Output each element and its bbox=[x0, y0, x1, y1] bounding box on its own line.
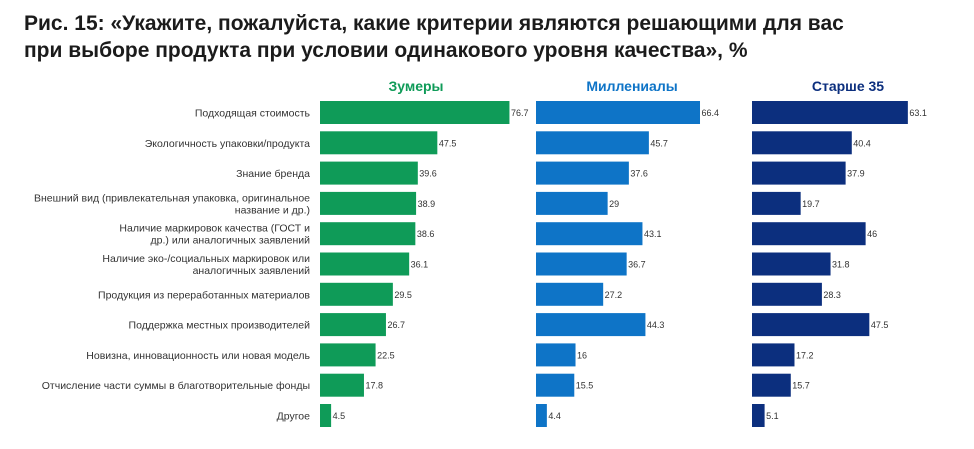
category-label: Новизна, инновационность или новая модел… bbox=[86, 350, 310, 362]
bar bbox=[536, 404, 547, 427]
bar-value-label: 5.1 bbox=[766, 411, 779, 421]
bar-value-label: 29 bbox=[609, 199, 619, 209]
category-label: Экологичность упаковки/продукта bbox=[145, 138, 310, 150]
bar-value-label: 47.5 bbox=[871, 320, 889, 330]
bar bbox=[320, 313, 386, 337]
bar bbox=[320, 404, 332, 427]
bar bbox=[536, 343, 576, 367]
category-label-line: Наличие маркировок качества (ГОСТ и bbox=[119, 223, 310, 235]
bar-value-label: 26.7 bbox=[387, 320, 405, 330]
bar-value-label: 36.7 bbox=[628, 260, 646, 270]
bar-value-label: 40.4 bbox=[853, 138, 871, 148]
bar bbox=[320, 373, 364, 397]
bar-value-label: 4.4 bbox=[548, 411, 561, 421]
chart-title: Рис. 15: «Укажите, пожалуйста, какие кри… bbox=[24, 10, 954, 64]
bar-value-label: 27.2 bbox=[605, 290, 623, 300]
bar-value-label: 16 bbox=[577, 350, 587, 360]
bar-value-label: 22.5 bbox=[377, 350, 395, 360]
bar-value-label: 28.3 bbox=[823, 290, 841, 300]
category-label-line: Подходящая стоимость bbox=[195, 108, 311, 120]
bar-value-label: 45.7 bbox=[650, 138, 668, 148]
bar bbox=[536, 191, 608, 215]
category-label-line: Новизна, инновационность или новая модел… bbox=[86, 350, 310, 362]
category-label-line: Экологичность упаковки/продукта bbox=[145, 138, 310, 150]
category-label-line: Внешний вид (привлекательная упаковка, о… bbox=[34, 192, 310, 204]
category-label-line: Наличие эко-/социальных маркировок или bbox=[102, 253, 310, 265]
bar-value-label: 15.5 bbox=[576, 381, 594, 391]
bar bbox=[320, 222, 416, 246]
bar-value-label: 66.4 bbox=[702, 108, 720, 118]
bar bbox=[320, 131, 438, 155]
bar bbox=[752, 373, 791, 397]
bar-value-label: 15.7 bbox=[792, 381, 810, 391]
bar bbox=[752, 101, 908, 124]
category-label-line: Знание бренда bbox=[236, 168, 310, 180]
category-label-line: Поддержка местных производителей bbox=[129, 320, 311, 332]
category-label: Знание бренда bbox=[236, 168, 310, 180]
category-label-line: название и др.) bbox=[235, 204, 310, 216]
bar bbox=[536, 252, 627, 276]
bar-value-label: 63.1 bbox=[909, 108, 927, 118]
bar-value-label: 43.1 bbox=[644, 229, 662, 239]
bar bbox=[320, 191, 417, 215]
category-label-line: Отчисление части суммы в благотворительн… bbox=[42, 380, 310, 392]
category-label: Отчисление части суммы в благотворительн… bbox=[42, 380, 310, 392]
category-label-line: Другое bbox=[277, 411, 311, 423]
chart-title-line-2: при выборе продукта при условии одинаков… bbox=[24, 39, 748, 62]
bar bbox=[752, 222, 866, 246]
bar bbox=[320, 282, 393, 306]
bar-value-label: 4.5 bbox=[333, 411, 346, 421]
series-header: Миллениалы bbox=[586, 78, 677, 94]
bar bbox=[320, 252, 410, 276]
bar bbox=[320, 343, 376, 367]
series-header: Старше 35 bbox=[812, 78, 884, 94]
bar bbox=[752, 404, 765, 427]
bar bbox=[536, 101, 701, 124]
bar-value-label: 47.5 bbox=[439, 138, 457, 148]
category-label-line: аналогичных заявлений bbox=[193, 265, 311, 277]
category-label: Продукция из переработанных материалов bbox=[98, 289, 310, 301]
bar bbox=[536, 131, 649, 155]
bar bbox=[752, 131, 852, 155]
bar-value-label: 29.5 bbox=[394, 290, 412, 300]
bar bbox=[752, 191, 801, 215]
bar bbox=[536, 222, 643, 246]
bar bbox=[536, 161, 629, 185]
bar-value-label: 17.8 bbox=[365, 381, 383, 391]
bar-value-label: 44.3 bbox=[647, 320, 665, 330]
category-label-line: др.) или аналогичных заявлений bbox=[151, 235, 311, 247]
bar-value-label: 38.9 bbox=[418, 199, 436, 209]
bar-value-label: 19.7 bbox=[802, 199, 820, 209]
chart-title-line-1: Рис. 15: «Укажите, пожалуйста, какие кри… bbox=[24, 12, 844, 35]
category-label: Подходящая стоимость bbox=[195, 108, 311, 120]
bar-value-label: 37.9 bbox=[847, 169, 865, 179]
bar-value-label: 46 bbox=[867, 229, 877, 239]
bar bbox=[752, 282, 822, 306]
category-label: Поддержка местных производителей bbox=[129, 320, 311, 332]
bar bbox=[320, 161, 418, 185]
bar bbox=[752, 343, 795, 367]
series-header: Зумеры bbox=[388, 78, 443, 94]
bar-value-label: 38.6 bbox=[417, 229, 435, 239]
bar bbox=[752, 252, 831, 276]
bar bbox=[752, 313, 870, 337]
bar-value-label: 76.7 bbox=[511, 108, 529, 118]
category-label: Другое bbox=[277, 411, 311, 423]
bar bbox=[536, 373, 575, 397]
bar bbox=[752, 161, 846, 185]
bar bbox=[320, 101, 510, 124]
bar bbox=[536, 282, 604, 306]
category-label: Наличие маркировок качества (ГОСТ и др.) … bbox=[119, 223, 310, 247]
bar-value-label: 37.6 bbox=[630, 169, 648, 179]
bar bbox=[536, 313, 646, 337]
bar-value-label: 17.2 bbox=[796, 350, 814, 360]
category-label: Наличие эко-/социальных маркировок или ан… bbox=[102, 253, 310, 277]
bar-value-label: 36.1 bbox=[411, 260, 429, 270]
category-label: Внешний вид (привлекательная упаковка, о… bbox=[34, 192, 310, 216]
bar-value-label: 39.6 bbox=[419, 169, 437, 179]
bar-value-label: 31.8 bbox=[832, 260, 850, 270]
category-label-line: Продукция из переработанных материалов bbox=[98, 289, 310, 301]
